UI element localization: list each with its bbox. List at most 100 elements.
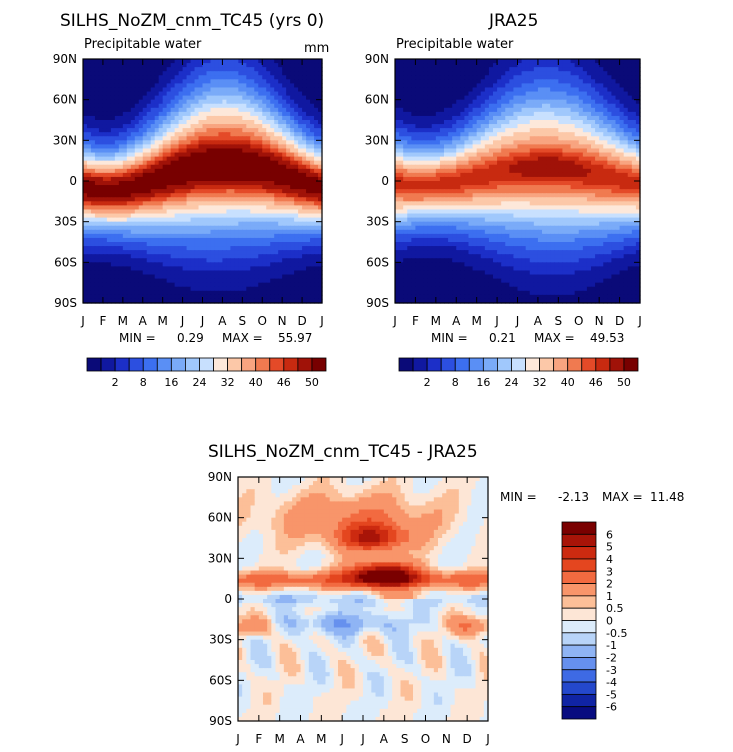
heatmap-cell — [448, 128, 453, 133]
heatmap-cell — [234, 160, 239, 166]
heatmap-cell — [562, 95, 568, 101]
heatmap-cell — [158, 128, 164, 133]
heatmap-cell — [142, 59, 148, 64]
heatmap-cell — [298, 189, 303, 194]
heatmap-cell — [480, 140, 486, 145]
heatmap-cell — [258, 246, 263, 251]
heatmap-cell — [222, 160, 227, 166]
heatmap-cell — [166, 205, 172, 211]
heatmap-cell — [310, 164, 315, 170]
heatmap-cell — [435, 115, 441, 121]
heatmap-cell — [90, 262, 96, 267]
heatmap-cell — [558, 71, 564, 76]
heatmap-cell — [294, 71, 299, 76]
heatmap-cell — [611, 79, 617, 84]
heatmap-cell — [521, 79, 527, 84]
heatmap-cell — [444, 128, 449, 133]
heatmap-cell — [142, 111, 148, 117]
heatmap-cell — [126, 148, 132, 154]
heatmap-cell — [226, 197, 231, 202]
heatmap-cell — [607, 120, 613, 125]
heatmap-cell — [154, 254, 160, 259]
heatmap-cell — [266, 242, 271, 247]
heatmap-cell — [537, 107, 543, 113]
heatmap-cell — [198, 59, 204, 64]
heatmap-cell — [286, 181, 291, 186]
heatmap-cell — [150, 164, 156, 170]
heatmap-cell — [114, 140, 120, 145]
heatmap-cell — [170, 115, 176, 121]
heatmap-cell — [106, 91, 112, 97]
heatmap-cell — [210, 197, 216, 202]
heatmap-cell — [86, 246, 92, 251]
heatmap-cell — [318, 294, 323, 300]
heatmap-cell — [234, 67, 239, 72]
heatmap-cell — [238, 242, 243, 247]
heatmap-cell — [194, 193, 200, 198]
heatmap-cell — [278, 242, 283, 247]
heatmap-cell — [603, 103, 608, 109]
heatmap-cell — [270, 136, 275, 141]
heatmap-cell — [619, 67, 625, 72]
heatmap-cell — [98, 197, 104, 202]
heatmap-cell — [476, 71, 482, 76]
heatmap-cell — [83, 209, 88, 215]
heatmap-cell — [607, 91, 613, 97]
heatmap-cell — [294, 120, 299, 125]
heatmap-cell — [270, 124, 275, 129]
heatmap-cell — [102, 132, 108, 137]
heatmap-cell — [266, 286, 271, 292]
heatmap-cell — [488, 111, 494, 117]
heatmap-cell — [570, 71, 576, 76]
heatmap-cell — [214, 237, 220, 243]
heatmap-cell — [439, 63, 445, 68]
heatmap-cell — [439, 79, 445, 84]
heatmap-cell — [118, 107, 124, 113]
heatmap-cell — [558, 79, 564, 84]
heatmap-cell — [468, 91, 474, 97]
heatmap-cell — [566, 124, 572, 129]
heatmap-cell — [190, 79, 196, 84]
heatmap-cell — [118, 144, 124, 150]
heatmap-cell — [302, 128, 307, 133]
heatmap-cell — [314, 168, 319, 174]
heatmap-cell — [517, 87, 523, 93]
heatmap-cell — [302, 237, 307, 243]
heatmap-cell — [270, 79, 275, 84]
heatmap-cell — [190, 258, 196, 263]
heatmap-cell — [619, 91, 625, 97]
heatmap-cell — [90, 160, 96, 166]
heatmap-cell — [130, 294, 136, 300]
heatmap-cell — [162, 87, 168, 93]
heatmap-cell — [290, 107, 295, 113]
heatmap-cell — [306, 282, 311, 288]
heatmap-cell — [214, 95, 220, 101]
heatmap-cell — [178, 111, 184, 117]
heatmap-cell — [250, 148, 255, 154]
heatmap-cell — [214, 225, 220, 231]
heatmap-cell — [286, 75, 291, 80]
heatmap-cell — [310, 172, 315, 178]
heatmap-cell — [566, 67, 572, 72]
heatmap-cell — [202, 185, 208, 190]
heatmap-cell — [166, 229, 172, 235]
heatmap-cell — [202, 152, 208, 158]
heatmap-cell — [278, 91, 283, 97]
heatmap-cell — [415, 136, 421, 141]
lat-tick-label: 90S — [54, 296, 77, 310]
heatmap-cell — [114, 298, 120, 304]
heatmap-cell — [258, 193, 263, 198]
heatmap-cell — [194, 91, 200, 97]
heatmap-cell — [403, 103, 408, 109]
heatmap-cell — [591, 83, 596, 89]
heatmap-cell — [122, 225, 128, 231]
heatmap-cell — [194, 237, 200, 243]
heatmap-cell — [546, 87, 551, 93]
heatmap-cell — [154, 201, 160, 206]
heatmap-cell — [484, 71, 490, 76]
heatmap-cell — [294, 124, 299, 129]
heatmap-cell — [529, 111, 535, 117]
heatmap-cell — [448, 132, 453, 137]
heatmap-cell — [270, 95, 275, 101]
heatmap-cell — [202, 201, 208, 206]
